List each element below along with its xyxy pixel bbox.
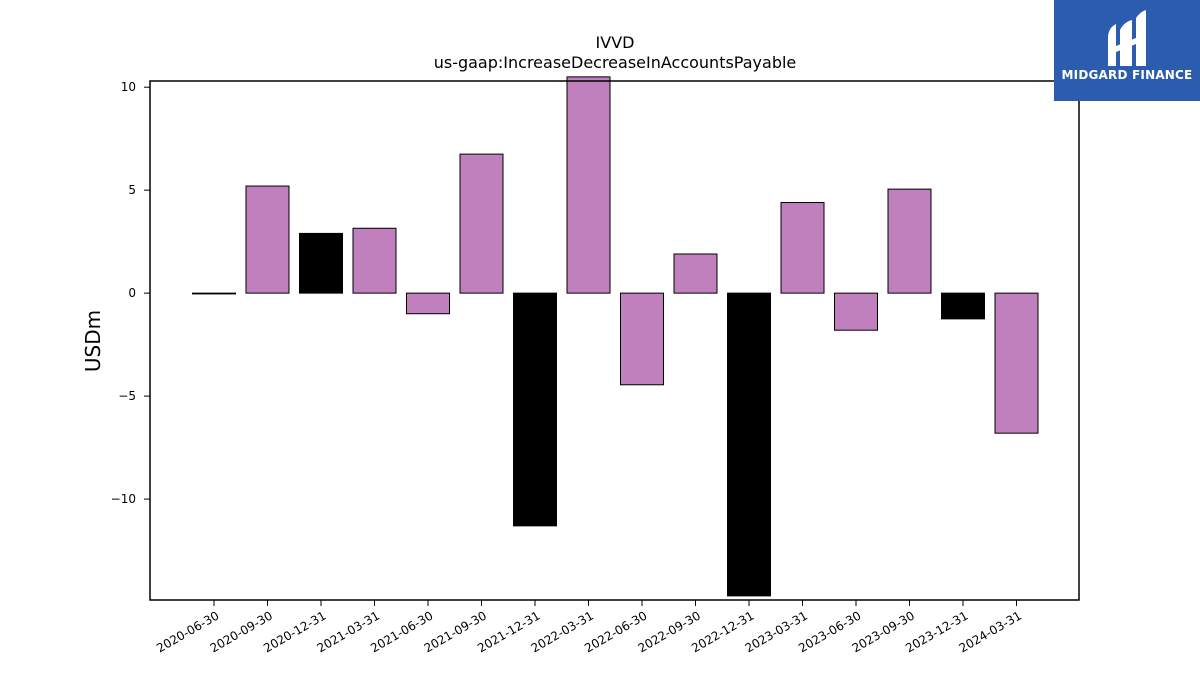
bar-2020-09-30: [245, 185, 290, 294]
bar-2021-09-30: [459, 153, 504, 294]
y-axis: 10 5 0 −5 −10: [111, 80, 150, 506]
bar-2022-06-30: [620, 292, 664, 386]
chart-subtitle: us-gaap:IncreaseDecreaseInAccountsPayabl…: [434, 53, 797, 72]
bar-2021-03-31: [352, 227, 397, 294]
brand-logo: MIDGARD FINANCE: [1054, 0, 1200, 101]
bar-2021-12-31: [513, 292, 557, 527]
bar-2022-12-31: [727, 292, 771, 597]
bar-2023-03-31: [780, 202, 825, 294]
y-tick-label: 0: [128, 286, 136, 300]
y-tick-label: −5: [118, 389, 136, 403]
bar-2023-12-31: [941, 292, 985, 320]
y-tick-label: 10: [121, 80, 136, 94]
bar-2020-06-30: [192, 292, 236, 295]
bar-2023-06-30: [834, 292, 878, 331]
bar-2022-03-31: [566, 76, 611, 294]
bar-2023-09-30: [887, 188, 932, 294]
bar-2022-09-30: [673, 253, 718, 294]
y-tick-label: −10: [111, 492, 136, 506]
bar-2020-12-31: [299, 232, 343, 294]
bar-2024-03-31: [994, 292, 1039, 434]
bars-group: [192, 76, 1039, 597]
chart-title: IVVD: [596, 33, 635, 52]
bar-2021-06-30: [406, 292, 450, 315]
plot-frame: [149, 80, 1080, 601]
x-axis: 2020-06-302020-09-302020-12-312021-03-31…: [154, 600, 1024, 655]
y-axis-label: USDm: [81, 310, 105, 372]
logo-mark-icon: [1108, 10, 1146, 66]
logo-text: MIDGARD FINANCE: [1061, 68, 1193, 82]
y-tick-label: 5: [128, 183, 136, 197]
